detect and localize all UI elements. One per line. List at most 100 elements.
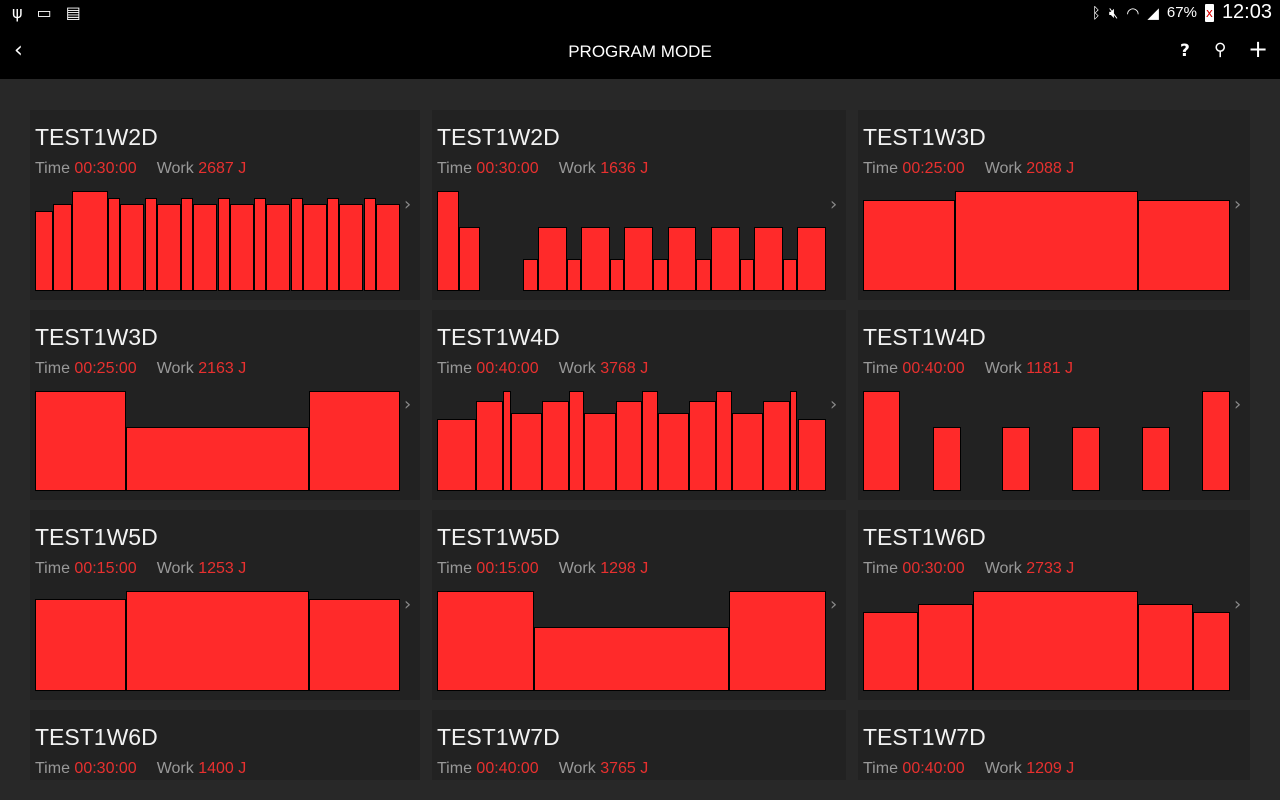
time-label: Time: [35, 160, 70, 177]
interval-bar: [476, 401, 503, 491]
interval-bar: [437, 191, 459, 291]
program-card[interactable]: TEST1W7D Time 00:40:00 Work 3765 J: [432, 710, 846, 780]
work-label: Work: [984, 760, 1022, 777]
program-stats: Time 00:15:00 Work 1253 J: [35, 560, 246, 578]
interval-bar: [437, 419, 477, 491]
signal-icon: ◢: [1147, 3, 1159, 22]
work-value: 3768 J: [600, 360, 649, 377]
program-card[interactable]: TEST1W6D Time 00:30:00 Work 2733 J ›: [858, 510, 1250, 700]
interval-bar: [217, 198, 230, 291]
interval-bar: [658, 413, 690, 491]
time-value: 00:40:00: [476, 760, 539, 777]
program-stats: Time 00:25:00 Work 2163 J: [35, 360, 246, 378]
status-bar: ψ ▭ ▤ ᛒ 🔇︎ ◠ ◢ 67% x 12:03: [0, 0, 1280, 26]
search-icon[interactable]: ⚲: [1214, 40, 1227, 60]
time-value: 00:15:00: [476, 560, 539, 577]
time-label: Time: [863, 360, 898, 377]
interval-bar: [653, 259, 668, 291]
program-name: TEST1W3D: [35, 324, 158, 350]
interval-bar: [120, 204, 145, 291]
interval-bar: [126, 427, 309, 491]
interval-bar: [863, 200, 955, 291]
program-card[interactable]: TEST1W3D Time 00:25:00 Work 2163 J ›: [30, 310, 420, 500]
work-label: Work: [156, 360, 194, 377]
program-name: TEST1W5D: [437, 524, 560, 550]
interval-bar: [863, 391, 901, 491]
time-value: 00:40:00: [476, 360, 539, 377]
chevron-right-icon[interactable]: ›: [1234, 194, 1242, 215]
interval-bar: [696, 259, 711, 291]
interval-bar: [1002, 427, 1031, 491]
chevron-right-icon[interactable]: ›: [830, 394, 838, 415]
battery-percent: 67%: [1166, 4, 1197, 21]
chevron-right-icon[interactable]: ›: [1234, 394, 1242, 415]
interval-bar: [782, 259, 798, 291]
work-value: 1209 J: [1026, 760, 1075, 777]
interval-bar: [710, 227, 740, 291]
interval-bar: [363, 198, 376, 291]
help-icon[interactable]: ?: [1180, 41, 1190, 61]
interval-bar: [667, 227, 697, 291]
interval-bar: [502, 391, 511, 491]
chevron-right-icon[interactable]: ›: [830, 594, 838, 615]
interval-bar: [863, 612, 919, 691]
battery-charging-icon: x: [1204, 3, 1214, 22]
time-label: Time: [437, 560, 472, 577]
program-card[interactable]: TEST1W5D Time 00:15:00 Work 1298 J ›: [432, 510, 846, 700]
program-card[interactable]: TEST1W7D Time 00:40:00 Work 1209 J: [858, 710, 1250, 780]
work-label: Work: [558, 160, 596, 177]
program-stats: Time 00:40:00 Work 1209 J: [863, 760, 1074, 778]
program-name: TEST1W4D: [863, 324, 986, 350]
chevron-right-icon[interactable]: ›: [404, 594, 412, 615]
chevron-right-icon[interactable]: ›: [1234, 594, 1242, 615]
program-name: TEST1W2D: [437, 124, 560, 150]
intensity-chart: [863, 391, 1230, 491]
interval-bar: [715, 391, 732, 491]
intensity-chart: [863, 591, 1230, 691]
interval-bar: [954, 191, 1139, 291]
usb-icon: ψ: [12, 3, 23, 22]
interval-bar: [584, 413, 616, 491]
interval-bar: [53, 204, 72, 291]
program-name: TEST1W2D: [35, 124, 158, 150]
program-stats: Time 00:40:00 Work 3768 J: [437, 360, 648, 378]
time-value: 00:30:00: [74, 760, 137, 777]
program-name: TEST1W7D: [863, 724, 986, 750]
work-label: Work: [558, 360, 596, 377]
interval-bar: [542, 401, 569, 491]
chevron-left-icon[interactable]: ‹: [14, 38, 23, 63]
intensity-chart: [863, 191, 1230, 291]
interval-bar: [1141, 427, 1170, 491]
wifi-icon: ◠: [1126, 3, 1140, 22]
program-card[interactable]: TEST1W6D Time 00:30:00 Work 1400 J: [30, 710, 420, 780]
program-stats: Time 00:40:00 Work 1181 J: [863, 360, 1073, 378]
time-value: 00:30:00: [74, 160, 137, 177]
add-icon[interactable]: +: [1248, 35, 1269, 63]
chevron-right-icon[interactable]: ›: [404, 394, 412, 415]
program-card[interactable]: TEST1W4D Time 00:40:00 Work 3768 J ›: [432, 310, 846, 500]
clock: 12:03: [1221, 1, 1272, 23]
program-card[interactable]: TEST1W2D Time 00:30:00 Work 2687 J ›: [30, 110, 420, 300]
cast-icon: ▭: [36, 3, 52, 22]
time-value: 00:25:00: [74, 360, 137, 377]
interval-bar: [797, 419, 826, 491]
work-label: Work: [984, 560, 1022, 577]
work-value: 2687 J: [198, 160, 247, 177]
chevron-right-icon[interactable]: ›: [830, 194, 838, 215]
program-card[interactable]: TEST1W2D Time 00:30:00 Work 1636 J ›: [432, 110, 846, 300]
interval-bar: [537, 227, 567, 291]
interval-bar: [973, 591, 1139, 691]
time-value: 00:30:00: [476, 160, 539, 177]
interval-bar: [71, 191, 108, 291]
interval-bar: [35, 211, 54, 291]
interval-bar: [739, 259, 754, 291]
program-card[interactable]: TEST1W5D Time 00:15:00 Work 1253 J ›: [30, 510, 420, 700]
program-card[interactable]: TEST1W4D Time 00:40:00 Work 1181 J ›: [858, 310, 1250, 500]
program-card[interactable]: TEST1W3D Time 00:25:00 Work 2088 J ›: [858, 110, 1250, 300]
interval-bar: [615, 401, 643, 491]
chevron-right-icon[interactable]: ›: [404, 194, 412, 215]
work-value: 1253 J: [198, 560, 247, 577]
bluetooth-icon: ᛒ: [1091, 3, 1101, 22]
interval-bar: [458, 227, 481, 291]
interval-bar: [763, 401, 790, 491]
